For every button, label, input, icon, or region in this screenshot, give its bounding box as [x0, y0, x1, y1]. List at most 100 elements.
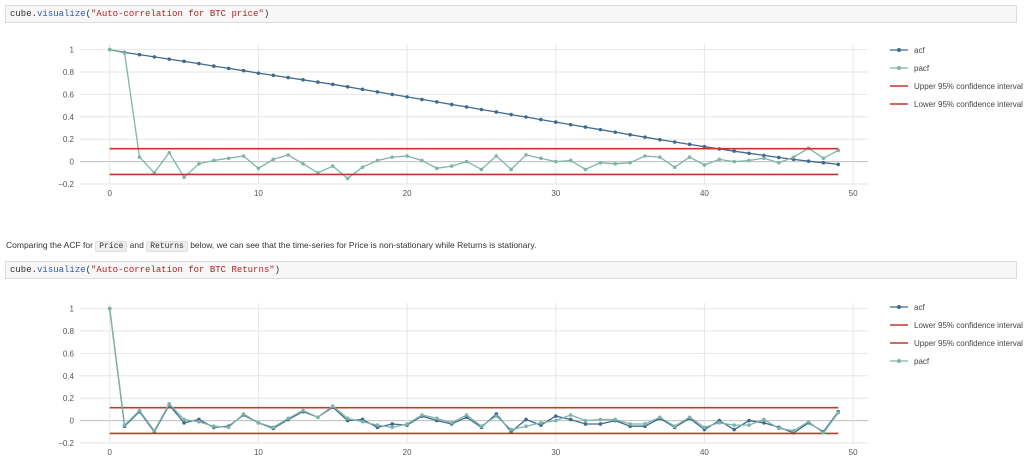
data-point — [420, 413, 424, 417]
legend-marker — [897, 305, 901, 309]
legend-item[interactable]: pacf — [890, 64, 930, 73]
data-point — [316, 415, 320, 420]
data-point — [182, 59, 186, 64]
md-text-mid: and — [127, 240, 147, 250]
data-point — [628, 160, 632, 165]
x-tick-label: 40 — [700, 189, 709, 198]
code-method: visualize — [37, 9, 86, 19]
data-point — [702, 163, 707, 167]
data-point — [568, 417, 573, 422]
data-point — [539, 117, 543, 122]
legend-item[interactable]: acf — [890, 303, 925, 312]
x-tick-label: 10 — [254, 448, 263, 457]
data-point — [791, 428, 796, 433]
data-point — [286, 416, 290, 421]
data-point — [330, 82, 335, 87]
data-point — [702, 425, 707, 430]
data-point — [598, 127, 603, 132]
data-point — [122, 51, 127, 55]
legend-label: pacf — [914, 64, 930, 73]
legend-item[interactable]: Lower 95% confidence interval — [890, 321, 1023, 330]
data-point — [375, 423, 380, 427]
legend-item[interactable]: Upper 95% confidence interval — [890, 82, 1023, 91]
data-point — [464, 159, 469, 164]
data-point — [494, 154, 499, 158]
legend-item[interactable]: Upper 95% confidence interval — [890, 339, 1023, 348]
data-point — [643, 422, 647, 426]
data-point — [226, 66, 231, 71]
legend-item[interactable]: Lower 95% confidence interval — [890, 100, 1023, 109]
data-point — [375, 158, 380, 163]
code-cell-2[interactable]: cube.visualize("Auto-correlation for BTC… — [5, 261, 1017, 279]
data-point — [301, 78, 305, 82]
data-point — [717, 421, 722, 425]
data-point — [553, 418, 558, 423]
x-tick-label: 50 — [849, 448, 858, 457]
legend-item[interactable]: pacf — [890, 357, 930, 366]
md-code-returns: Returns — [146, 241, 188, 252]
data-point — [717, 157, 722, 162]
data-point — [212, 158, 216, 163]
data-point — [568, 413, 573, 417]
data-point — [182, 417, 186, 422]
data-point — [702, 144, 707, 149]
legend-marker — [897, 66, 901, 70]
data-point — [197, 61, 201, 66]
data-point — [330, 164, 335, 168]
code-method: visualize — [37, 265, 86, 275]
data-point — [405, 154, 409, 158]
data-point — [583, 167, 588, 172]
data-point — [271, 425, 276, 430]
data-point — [152, 55, 157, 59]
code-argument: "Auto-correlation for BTC price" — [91, 9, 264, 19]
data-point — [509, 167, 513, 172]
legend-marker — [897, 359, 901, 363]
data-point — [256, 71, 261, 75]
data-point — [464, 413, 469, 417]
data-point — [316, 80, 320, 84]
md-text-suffix: below, we can see that the time-series f… — [187, 240, 537, 250]
data-point — [553, 414, 558, 418]
data-point — [182, 421, 186, 425]
data-point — [732, 427, 736, 432]
data-point — [420, 97, 424, 102]
acf-pacf-chart-returns: 1 0.8 0.6 0.4 0.2 0 −0.2 0 10 20 30 40 50 acf Lower 95… — [58, 303, 1023, 457]
data-point — [658, 155, 662, 159]
data-point — [658, 415, 662, 420]
data-point — [747, 423, 751, 427]
legend-item[interactable]: acf — [890, 46, 925, 55]
data-point — [762, 156, 766, 161]
data-point — [167, 150, 172, 155]
y-tick-label: 1 — [70, 46, 75, 55]
data-point — [241, 154, 246, 158]
y-tick-label: 0.6 — [63, 90, 75, 99]
data-point — [672, 424, 677, 428]
data-point — [747, 151, 751, 156]
data-point — [539, 156, 543, 161]
data-point — [241, 68, 246, 73]
legend-label: Upper 95% confidence interval — [914, 339, 1023, 348]
code-object: cube — [10, 265, 32, 275]
data-point — [435, 166, 439, 171]
data-point — [375, 90, 380, 94]
data-point — [286, 75, 290, 80]
y-tick-label: 0.2 — [63, 135, 75, 144]
data-point — [762, 417, 766, 422]
data-point — [762, 421, 766, 425]
data-point — [672, 165, 677, 169]
x-tick-label: 0 — [108, 448, 113, 457]
data-point — [271, 73, 276, 78]
code-cell-1[interactable]: cube.visualize("Auto-correlation for BTC… — [5, 5, 1017, 23]
data-point — [732, 423, 736, 427]
series-pacf — [107, 47, 841, 181]
data-point — [256, 421, 261, 425]
data-point — [197, 419, 201, 424]
data-point — [479, 167, 484, 172]
data-point — [687, 155, 692, 159]
data-point — [137, 52, 142, 57]
data-point — [598, 422, 603, 426]
data-point — [494, 414, 499, 418]
data-point — [821, 156, 826, 161]
code-argument: "Auto-correlation for BTC Returns" — [91, 265, 275, 275]
data-point — [256, 166, 261, 171]
